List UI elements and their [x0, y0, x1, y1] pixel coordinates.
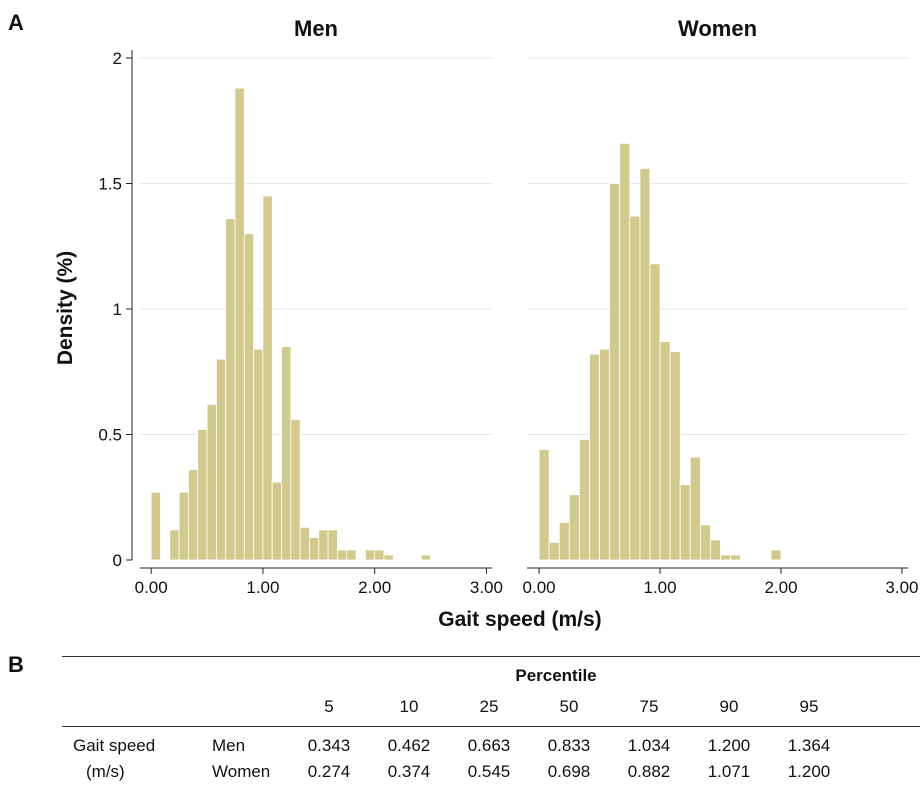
x-tick-label: 3.00 [885, 578, 918, 597]
y-axis-label: Density (%) [54, 251, 77, 365]
x-tick-label: 0.00 [135, 578, 168, 597]
histogram-bar [629, 215, 641, 561]
percentile-column-header: 95 [799, 697, 819, 716]
histogram-bar [309, 537, 320, 561]
histogram-bar [318, 529, 329, 561]
histogram-bar [770, 549, 782, 561]
histogram-bar [609, 183, 621, 561]
histogram-bar [568, 494, 580, 561]
y-tick-label: 1 [113, 300, 122, 319]
histogram-bar [346, 549, 357, 561]
x-tick-label: 3.00 [470, 578, 503, 597]
panel-a-label: A [8, 10, 24, 35]
men-histogram-panel: 0.00 1.00 2.00 3.00 0 0.5 1 1.5 2 Men [98, 16, 503, 597]
histogram-bar [234, 87, 245, 561]
percentile-column-header: 90 [719, 697, 739, 716]
histogram-bar [243, 233, 255, 561]
histogram-bar [383, 554, 394, 561]
table-cell: 1.200 [707, 736, 751, 755]
histogram-bar [215, 358, 227, 561]
row-label-line2: (m/s) [86, 762, 125, 781]
histogram-bar [558, 521, 570, 561]
x-tick-label: 0.00 [523, 578, 556, 597]
group-label: Men [212, 736, 246, 755]
histogram-bar [689, 456, 701, 561]
histogram-bar [619, 142, 631, 561]
histogram-bar [327, 529, 338, 561]
histogram-bar [271, 481, 282, 561]
percentile-column-header: 5 [324, 697, 334, 716]
histogram-figure: 0.00 1.00 2.00 3.00 0 0.5 1 1.5 2 Men 0.00 1.00 2.0… [54, 16, 919, 631]
histogram-bar [548, 542, 560, 561]
histogram-bar [649, 263, 661, 561]
x-axis-label: Gait speed (m/s) [438, 608, 601, 631]
group-label: Women [212, 762, 271, 781]
table-cell: 1.034 [627, 736, 671, 755]
histogram-bar [281, 346, 292, 561]
histogram-bar [299, 526, 310, 561]
table-cell: 1.364 [787, 736, 831, 755]
y-tick-label: 0 [113, 551, 122, 570]
histogram-bar [730, 554, 742, 561]
histogram-bar [679, 484, 691, 561]
histogram-bar [538, 449, 550, 561]
table-mid-rule [62, 726, 920, 727]
histogram-bar [262, 195, 273, 561]
histogram-bar [589, 353, 600, 561]
x-tick-label: 1.00 [644, 578, 677, 597]
histogram-bar [253, 348, 264, 561]
panel-title: Men [294, 16, 338, 41]
x-tick-label: 2.00 [358, 578, 391, 597]
percentile-column-header: 10 [399, 697, 419, 716]
histogram-bar [599, 348, 611, 561]
histogram-bar [639, 168, 651, 561]
histogram-bar [699, 524, 711, 561]
histogram-bar [659, 341, 671, 561]
percentile-column-header: 50 [559, 697, 579, 716]
x-tick-label: 1.00 [246, 578, 279, 597]
histogram-bar [169, 529, 180, 561]
histogram-bar [364, 549, 376, 561]
histogram-bar [178, 491, 189, 561]
y-tick-label: 2 [113, 49, 122, 68]
histogram-bar [290, 419, 301, 561]
histogram-bar [206, 403, 217, 561]
panel-b-label: B [8, 652, 24, 677]
table-cell: 0.545 [467, 762, 511, 781]
histogram-bar [188, 469, 199, 561]
histogram-bar [150, 491, 161, 561]
table-cell: 0.663 [467, 736, 511, 755]
table-cell: 1.071 [707, 762, 751, 781]
y-tick-label: 1.5 [98, 175, 122, 194]
histogram-bar [720, 554, 731, 561]
percentile-header: Percentile [515, 666, 597, 685]
table-cell: 0.274 [307, 762, 351, 781]
x-tick-label: 2.00 [764, 578, 797, 597]
histogram-bar [669, 351, 681, 561]
table-cell: 1.200 [787, 762, 831, 781]
histogram-bar [225, 218, 236, 561]
percentile-column-header: 25 [479, 697, 499, 716]
histogram-bar [710, 539, 721, 561]
histogram-bar [374, 549, 385, 561]
table-cell: 0.833 [547, 736, 591, 755]
table-top-rule [62, 656, 920, 657]
histogram-bar [579, 439, 590, 561]
table-cell: 0.882 [627, 762, 671, 781]
panel-title: Women [678, 16, 757, 41]
histogram-bar [197, 429, 208, 561]
table-cell: 0.343 [307, 736, 351, 755]
row-label-line1: Gait speed [73, 736, 156, 755]
table-cell: 0.462 [387, 736, 431, 755]
table-cell: 0.698 [547, 762, 591, 781]
histogram-bar [420, 554, 431, 561]
histogram-bar [337, 549, 348, 561]
y-tick-label: 0.5 [98, 426, 122, 445]
table-cell: 0.374 [387, 762, 431, 781]
women-histogram-panel: 0.00 1.00 2.00 3.00 Women [523, 16, 919, 597]
percentile-column-header: 75 [639, 697, 659, 716]
